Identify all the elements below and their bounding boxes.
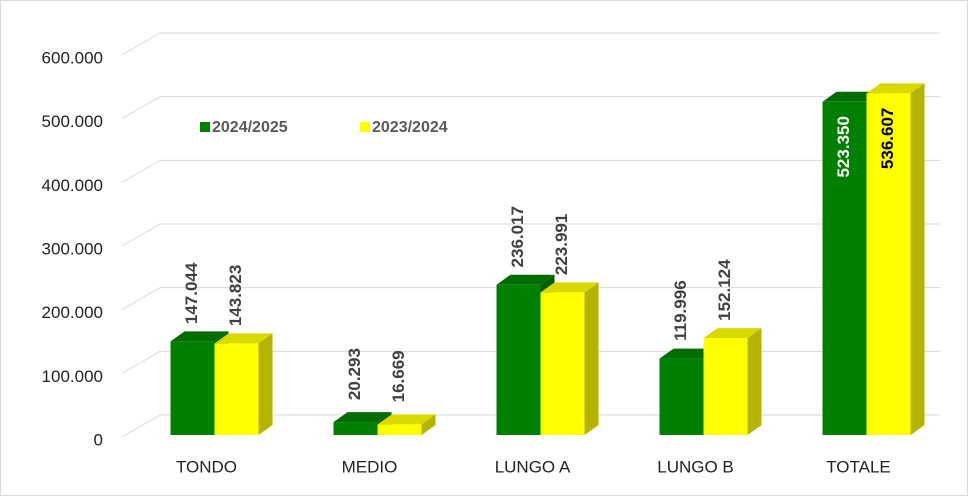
bar-front (496, 284, 541, 435)
bar (703, 328, 762, 435)
grid-line (121, 287, 940, 311)
y-tick-label: 200.000 (42, 303, 103, 322)
legend-swatch (200, 122, 210, 132)
value-label: 152.124 (715, 259, 734, 321)
bar-front (703, 338, 748, 435)
bar-side (584, 282, 599, 435)
y-tick-label: 400.000 (42, 176, 103, 195)
x-tick-label: LUNGO B (657, 457, 734, 476)
bar-top (822, 91, 881, 102)
x-tick-label: LUNGO A (495, 457, 571, 476)
x-tick-label: TOTALE (826, 457, 891, 476)
legend-swatch (360, 122, 370, 132)
bar-top (170, 331, 229, 342)
value-label: 236.017 (508, 206, 527, 267)
grid-line (121, 223, 940, 247)
bar-top (377, 414, 436, 425)
legend-label: 2024/2025 (212, 119, 288, 136)
bar-front (659, 358, 704, 435)
bar-front (170, 341, 215, 435)
bar-top (333, 412, 392, 423)
bar-top (703, 328, 762, 339)
y-tick-label: 300.000 (42, 239, 103, 258)
legend-label: 2023/2024 (372, 119, 448, 136)
x-tick-label: MEDIO (342, 457, 398, 476)
bar-front (822, 101, 867, 435)
bar-front (540, 292, 585, 435)
bar (540, 282, 599, 435)
bar-top (659, 348, 718, 359)
bar-side (258, 333, 273, 435)
value-label: 20.293 (345, 348, 364, 400)
bar (866, 83, 925, 436)
y-tick-label: 100.000 (42, 367, 103, 386)
bar-side (747, 328, 762, 435)
grid-line (121, 32, 940, 56)
bar-front (377, 424, 422, 435)
y-tick-label: 500.000 (42, 112, 103, 131)
bar-top (214, 333, 273, 344)
grid-line (121, 96, 940, 120)
bar-side (910, 83, 925, 436)
bar-top (866, 83, 925, 94)
x-tick-label: TONDO (176, 457, 237, 476)
grid-line (121, 159, 940, 183)
y-tick-label: 0 (94, 430, 103, 449)
y-tick-label: 600.000 (42, 48, 103, 67)
bar-front (214, 343, 259, 435)
bar-front (333, 422, 378, 435)
value-label: 143.823 (226, 265, 245, 326)
value-label: 523.350 (834, 116, 853, 177)
value-label: 147.044 (182, 262, 201, 324)
bar-top (496, 274, 555, 285)
bar-top (540, 282, 599, 293)
bar (377, 414, 436, 435)
value-label: 16.669 (389, 350, 408, 402)
value-label: 536.607 (878, 108, 897, 169)
bar-front (866, 93, 911, 436)
value-label: 223.991 (552, 214, 571, 275)
value-label: 119.996 (671, 280, 690, 341)
bar-side (421, 414, 436, 435)
bar (214, 333, 273, 435)
